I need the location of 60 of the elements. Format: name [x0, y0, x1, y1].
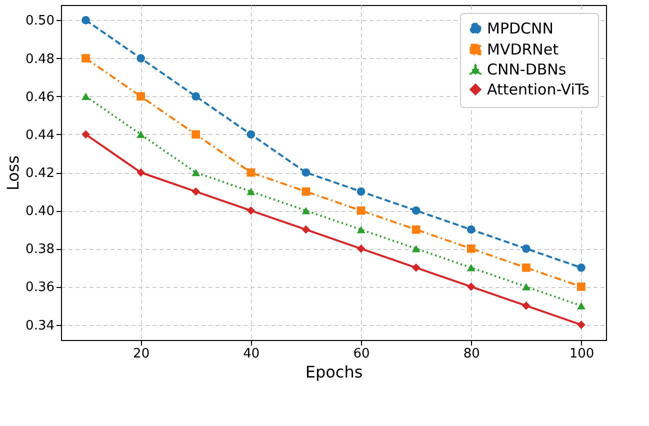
- point: [522, 263, 530, 272]
- point: [466, 264, 476, 272]
- point: [136, 54, 146, 62]
- x-tick-label: 100: [569, 346, 594, 362]
- point: [302, 225, 310, 234]
- point: [466, 225, 476, 234]
- legend-label: CNN-DBNs: [487, 60, 566, 78]
- y-tick-label: 0.42: [26, 166, 54, 181]
- legend-label: MVDRNet: [487, 40, 559, 58]
- point: [577, 282, 586, 291]
- point: [577, 302, 586, 310]
- point: [466, 244, 476, 253]
- point: [246, 168, 256, 177]
- point: [466, 282, 476, 291]
- point: [302, 168, 310, 177]
- y-tick-label: 0.38: [26, 242, 54, 258]
- point: [412, 225, 420, 234]
- x-tick-label: 40: [243, 346, 260, 362]
- point: [82, 54, 90, 62]
- point: [577, 320, 586, 329]
- point: [577, 263, 586, 272]
- point: [412, 263, 420, 272]
- point: [136, 130, 146, 138]
- y-axis-title: Loss: [4, 155, 23, 191]
- point: [136, 168, 146, 177]
- y-tick-label: 0.44: [26, 128, 54, 143]
- point: [356, 226, 366, 234]
- y-tick-label: 0.36: [26, 280, 54, 296]
- point: [136, 92, 146, 101]
- y-tick-label: 0.46: [26, 90, 54, 105]
- y-tick-label: 0.50: [26, 14, 54, 29]
- point: [192, 168, 200, 176]
- point: [356, 206, 366, 215]
- point: [192, 92, 200, 101]
- x-tick-label: 80: [463, 346, 480, 362]
- point: [246, 130, 256, 139]
- point: [356, 244, 366, 253]
- legend-label: MPDCNN: [487, 20, 554, 38]
- point: [82, 130, 90, 139]
- point: [302, 206, 310, 214]
- point: [522, 244, 530, 253]
- y-tick-label: 0.34: [26, 318, 54, 334]
- point: [412, 245, 420, 252]
- point: [302, 187, 310, 196]
- point: [522, 283, 530, 290]
- point: [82, 92, 90, 100]
- point: [246, 206, 256, 215]
- point: [192, 130, 200, 139]
- x-tick-label: 20: [133, 346, 150, 362]
- x-tick-label: 60: [353, 346, 370, 362]
- point: [522, 302, 530, 310]
- y-tick-label: 0.40: [26, 204, 54, 220]
- point: [82, 16, 90, 24]
- point: [356, 187, 366, 196]
- point: [192, 187, 200, 196]
- point: [246, 188, 256, 196]
- x-axis-title: Epochs: [305, 362, 363, 382]
- y-tick-label: 0.48: [26, 52, 54, 67]
- legend-label: Attention-ViTs: [487, 80, 590, 98]
- point: [412, 206, 420, 215]
